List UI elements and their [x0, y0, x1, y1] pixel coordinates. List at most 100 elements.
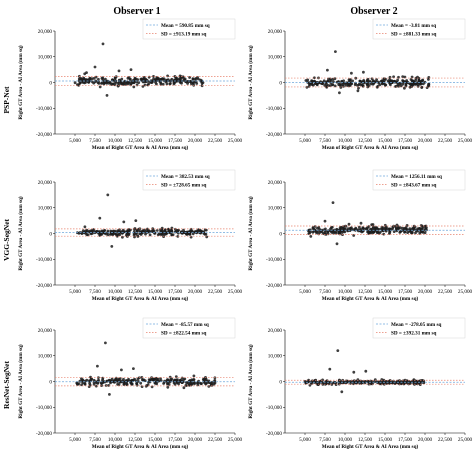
- y-tick-label: 0: [279, 231, 282, 237]
- row-title-resnet-segnet: ResNet-SegNet: [2, 361, 11, 409]
- data-point: [101, 76, 105, 80]
- data-point: [104, 341, 107, 345]
- data-point: [159, 379, 163, 382]
- data-point: [304, 381, 307, 384]
- y-tick-label: 0: [49, 80, 52, 86]
- x-tick-label: 17,500: [398, 138, 413, 144]
- data-point: [81, 381, 85, 385]
- data-point: [189, 228, 193, 232]
- x-tick-label: 7,500: [319, 138, 331, 144]
- data-point: [313, 79, 316, 83]
- data-point: [122, 82, 126, 86]
- data-point: [106, 193, 110, 197]
- data-point: [204, 378, 208, 381]
- data-point: [122, 220, 126, 224]
- data-point: [372, 230, 375, 233]
- data-point: [153, 377, 157, 381]
- data-point: [147, 82, 150, 86]
- data-point: [159, 229, 163, 233]
- data-point: [120, 77, 124, 81]
- x-tick-label: 10,000: [338, 289, 353, 295]
- data-point: [410, 230, 414, 234]
- data-point: [90, 77, 94, 81]
- data-point: [184, 384, 188, 387]
- y-axis-label: Right GT Area - AI Area (mm sq): [247, 45, 254, 119]
- y-axis-label: Right GT Area - AI Area (mm sq): [17, 196, 24, 270]
- x-tick-label: 22,500: [208, 437, 223, 443]
- data-point: [152, 229, 156, 233]
- y-tick-label: 20,000: [268, 328, 283, 334]
- data-point: [344, 83, 348, 87]
- data-point: [89, 232, 93, 236]
- data-point: [308, 83, 312, 87]
- legend-mean-label: Mean = 590.85 mm sq: [161, 23, 210, 29]
- data-point: [391, 79, 394, 83]
- x-tick-label: 10,000: [108, 138, 123, 144]
- data-point: [359, 221, 363, 225]
- data-point: [81, 229, 85, 233]
- data-point: [316, 230, 320, 233]
- data-point: [311, 226, 315, 229]
- legend-box: [372, 317, 466, 339]
- data-point: [410, 75, 414, 79]
- y-tick-label: -10,000: [36, 257, 52, 263]
- data-point: [83, 72, 87, 76]
- data-point: [367, 225, 371, 228]
- data-point: [199, 382, 203, 385]
- data-point: [109, 381, 112, 385]
- data-point: [101, 42, 105, 46]
- data-point: [86, 233, 90, 237]
- data-point: [378, 230, 382, 234]
- x-tick-label: 5,000: [69, 138, 81, 144]
- y-tick-label: -10,000: [36, 106, 52, 112]
- x-axis-label: Mean of Right GT Area & AI Area (mm sq): [322, 295, 419, 302]
- y-tick-label: 0: [279, 379, 282, 385]
- data-point: [194, 78, 197, 81]
- data-point: [192, 81, 195, 85]
- data-point: [392, 230, 396, 234]
- data-point: [311, 230, 315, 234]
- data-point: [166, 378, 169, 381]
- x-tick-label: 15,000: [378, 289, 393, 295]
- data-point: [178, 77, 182, 80]
- data-point: [395, 381, 399, 384]
- data-point: [339, 86, 343, 89]
- data-point: [155, 378, 159, 381]
- data-point: [137, 227, 141, 231]
- data-point: [349, 78, 352, 81]
- data-point: [340, 390, 344, 394]
- data-point: [338, 226, 342, 230]
- data-point: [202, 380, 206, 384]
- data-point: [394, 227, 398, 231]
- column-title-observer-2: Observer 2: [350, 6, 397, 17]
- data-point: [117, 377, 121, 381]
- data-point: [100, 381, 103, 385]
- data-point: [392, 75, 395, 79]
- data-point: [411, 228, 414, 232]
- data-point: [102, 231, 106, 235]
- data-point: [400, 382, 403, 386]
- data-point: [128, 78, 132, 81]
- data-point: [329, 84, 332, 87]
- data-point: [134, 219, 138, 223]
- data-point: [181, 380, 185, 384]
- data-point: [420, 230, 424, 234]
- data-point: [98, 85, 102, 89]
- data-point: [135, 231, 139, 235]
- data-point: [155, 82, 158, 86]
- data-point: [403, 75, 407, 79]
- column-title-observer-1: Observer 1: [113, 6, 160, 17]
- data-point: [119, 380, 123, 384]
- x-tick-label: 20,000: [188, 289, 203, 295]
- y-tick-label: 10,000: [38, 55, 53, 61]
- data-point: [148, 233, 152, 237]
- data-point: [152, 75, 155, 78]
- x-tick-label: 15,000: [378, 437, 393, 443]
- data-point: [155, 79, 159, 82]
- legend-box: [142, 169, 236, 191]
- x-tick-label: 12,500: [358, 138, 373, 144]
- data-point: [334, 231, 338, 235]
- data-point: [90, 377, 94, 381]
- data-point: [80, 383, 83, 387]
- data-point: [103, 229, 107, 232]
